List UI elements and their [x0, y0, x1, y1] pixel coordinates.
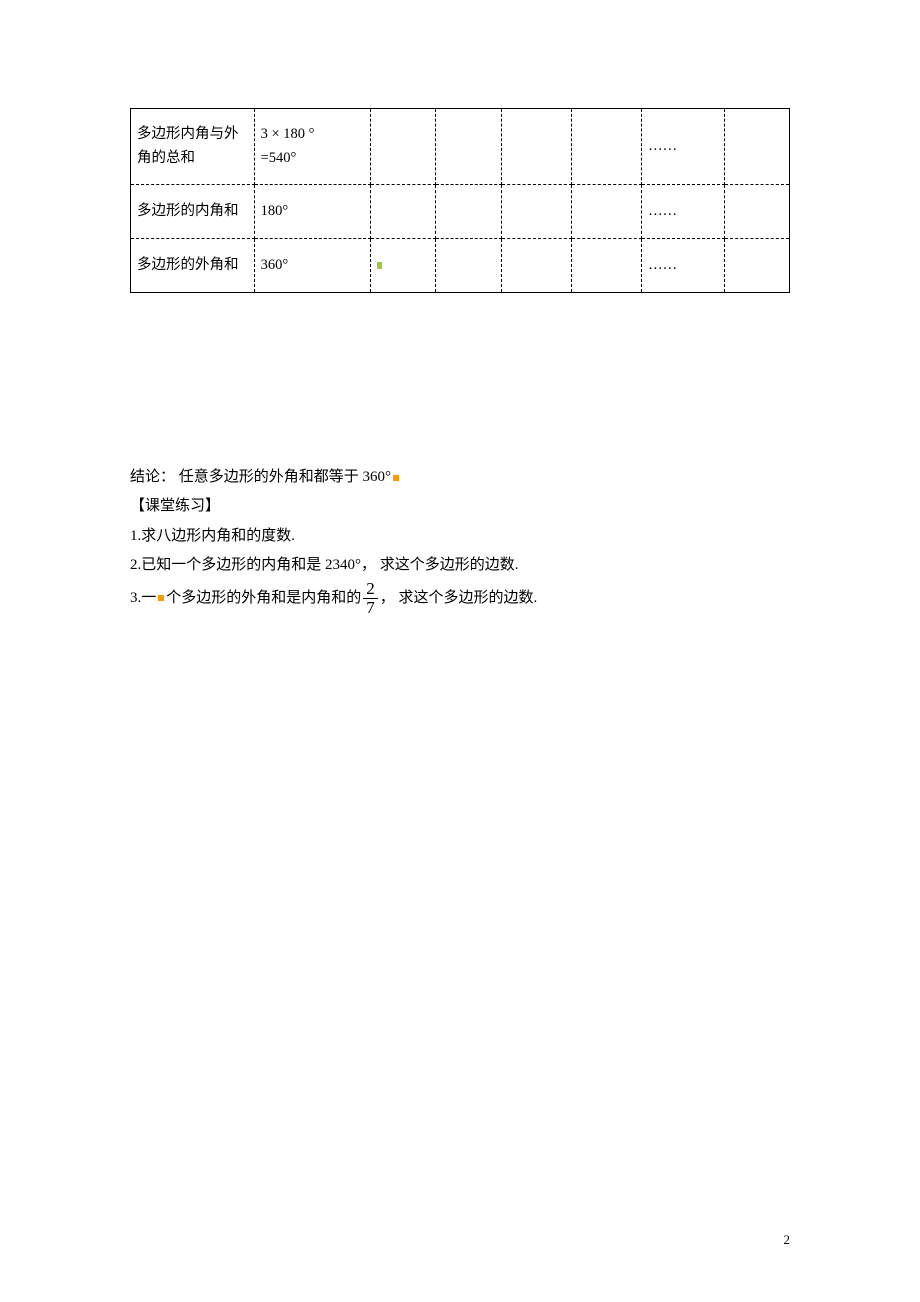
page-content: 多边形内角与外角的总和 3 × 180 °=540° …… 多边形的内角和 18…	[0, 0, 920, 617]
table-cell	[571, 109, 641, 185]
polygon-angles-table: 多边形内角与外角的总和 3 × 180 °=540° …… 多边形的内角和 18…	[130, 108, 790, 293]
q3-post: ， 求这个多边形的边数.	[380, 584, 538, 613]
question-3: 3.一个多边形的外角和是内角和的27， 求这个多边形的边数.	[130, 580, 790, 617]
table-cell	[436, 239, 501, 293]
table-cell	[724, 109, 789, 185]
body-text: 结论： 任意多边形的外角和都等于 360° 【课堂练习】 1.求八边形内角和的度…	[130, 463, 790, 617]
row-value: 360°	[254, 239, 370, 293]
row-label: 多边形的内角和	[131, 185, 255, 239]
fraction-denominator: 7	[363, 599, 378, 617]
ellipsis-cell: ……	[642, 239, 724, 293]
conclusion-line: 结论： 任意多边形的外角和都等于 360°	[130, 463, 790, 492]
table-cell	[436, 109, 501, 185]
marker-icon	[377, 262, 382, 269]
q3-mid: 个多边形的外角和是内角和的	[166, 584, 361, 613]
table-cell	[571, 185, 641, 239]
question-2: 2.已知一个多边形的内角和是 2340°， 求这个多边形的边数.	[130, 551, 790, 580]
table-cell	[370, 239, 435, 293]
table-cell	[501, 109, 571, 185]
table-cell	[436, 185, 501, 239]
fraction-numerator: 2	[363, 580, 378, 599]
fraction: 27	[363, 580, 378, 617]
question-1: 1.求八边形内角和的度数.	[130, 522, 790, 551]
table-cell	[724, 239, 789, 293]
conclusion-prefix: 结论：	[130, 469, 175, 485]
marker-icon	[393, 475, 399, 481]
table-cell	[370, 185, 435, 239]
q3-pre: 3.一	[130, 584, 156, 613]
table-cell	[571, 239, 641, 293]
row-value: 180°	[254, 185, 370, 239]
section-heading: 【课堂练习】	[130, 492, 790, 521]
row-label: 多边形内角与外角的总和	[131, 109, 255, 185]
row-label: 多边形的外角和	[131, 239, 255, 293]
page-number: 2	[784, 1232, 791, 1248]
row-value: 3 × 180 °=540°	[254, 109, 370, 185]
ellipsis-cell: ……	[642, 109, 724, 185]
ellipsis-cell: ……	[642, 185, 724, 239]
marker-icon	[158, 595, 164, 601]
table-row: 多边形的内角和 180° ……	[131, 185, 790, 239]
table-cell	[501, 239, 571, 293]
table-row: 多边形的外角和 360° ……	[131, 239, 790, 293]
table-row: 多边形内角与外角的总和 3 × 180 °=540° ……	[131, 109, 790, 185]
table-cell	[370, 109, 435, 185]
table-cell	[724, 185, 789, 239]
conclusion-text: 任意多边形的外角和都等于 360°	[175, 469, 391, 485]
table-cell	[501, 185, 571, 239]
